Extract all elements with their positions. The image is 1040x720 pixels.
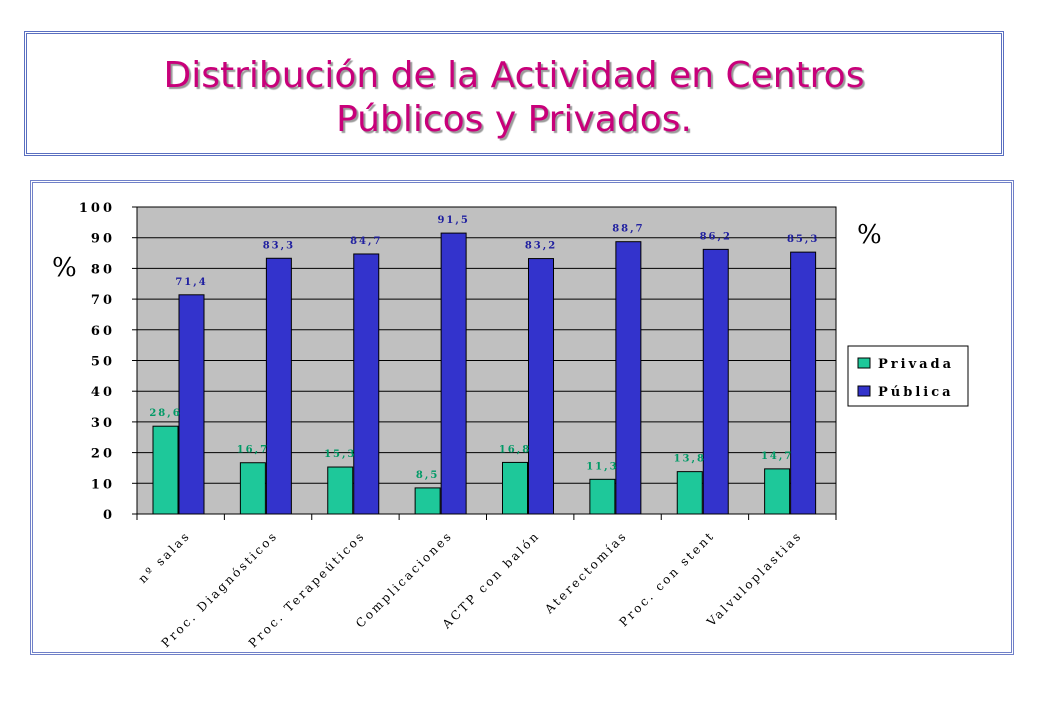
- bar-labels: 28,6 71,4 16,7 83,3 15,3 84,7 8,5 91,5 16,8 83,2 1…: [149, 215, 819, 481]
- y-tick-label: 80: [91, 262, 115, 277]
- bar-privada: [327, 466, 354, 515]
- bar-publica: [353, 253, 380, 515]
- y-tick-label: 90: [91, 232, 115, 247]
- legend-label-privada: Privada: [878, 357, 954, 372]
- bar-privada: [676, 471, 703, 515]
- bar-value-label: 88,7: [612, 224, 644, 235]
- legend-label-publica: Pública: [878, 385, 954, 400]
- x-category-label: Valvuloplastias: [703, 528, 804, 629]
- bars: [152, 232, 817, 515]
- legend-swatch-publica: [857, 385, 871, 397]
- title-line-2: Públicos y Privados.: [336, 99, 692, 140]
- bar-publica: [178, 294, 205, 515]
- bar-value-label: 11,3: [586, 461, 618, 472]
- bar-privada: [589, 478, 616, 515]
- slide-title: Distribución de la Actividad en Centros …: [27, 54, 1001, 142]
- bar-publica: [265, 257, 292, 515]
- y-tick-label: 10: [91, 477, 115, 492]
- bar-privada: [764, 468, 791, 515]
- bar-privada: [414, 487, 441, 515]
- bar-privada: [152, 425, 179, 515]
- bar-value-label: 15,3: [324, 449, 356, 460]
- x-category-label: Aterectomías: [541, 528, 630, 617]
- bar-publica: [528, 258, 554, 515]
- bar-value-label: 14,7: [761, 451, 793, 462]
- y-tick-label: 20: [91, 447, 115, 462]
- bar-publica: [790, 251, 817, 515]
- bar-value-label: 16,8: [499, 444, 531, 455]
- y-tick-label: 60: [91, 324, 115, 339]
- bar-value-label: 84,7: [350, 236, 382, 247]
- bar-value-label: 16,7: [237, 445, 269, 456]
- y-axis-ticks: 0 10 20 30 40 50 60 70 80 90 100: [79, 201, 137, 523]
- title-line-1: Distribución de la Actividad en Centros: [163, 55, 865, 96]
- bar-value-label: 8,5: [416, 470, 439, 481]
- y-axis-label-left: %: [52, 253, 77, 283]
- y-axis-label-right: %: [857, 220, 882, 250]
- bar-privada: [239, 462, 266, 515]
- bar-publica: [440, 232, 467, 515]
- legend-swatch-privada: [857, 357, 871, 369]
- bar-value-label: 28,6: [149, 408, 181, 419]
- y-tick-label: 30: [91, 416, 115, 431]
- x-category-label: nº salas: [136, 528, 194, 586]
- x-category-label: Complicaciones: [353, 528, 455, 630]
- bar-value-label: 86,2: [700, 231, 732, 242]
- x-category-label: ACTP con balón: [439, 528, 543, 632]
- x-category-label: Proc. con stent: [616, 528, 717, 629]
- bar-value-label: 85,3: [787, 234, 819, 245]
- bar-publica: [615, 241, 642, 515]
- y-tick-label: 70: [91, 293, 115, 308]
- legend: Privada Pública: [847, 345, 969, 407]
- bar-value-label: 83,3: [263, 240, 295, 251]
- y-tick-label: 100: [79, 201, 115, 216]
- title-box: Distribución de la Actividad en Centros …: [24, 31, 1004, 156]
- bar-publica: [702, 248, 729, 515]
- y-tick-label: 0: [103, 508, 115, 523]
- bar-value-label: 13,8: [674, 454, 706, 465]
- y-tick-label: 40: [91, 385, 115, 400]
- bar-value-label: 71,4: [175, 277, 207, 288]
- bar-value-label: 83,2: [525, 241, 557, 252]
- bar-value-label: 91,5: [437, 215, 469, 226]
- y-tick-label: 50: [91, 355, 115, 370]
- bar-privada: [502, 461, 528, 515]
